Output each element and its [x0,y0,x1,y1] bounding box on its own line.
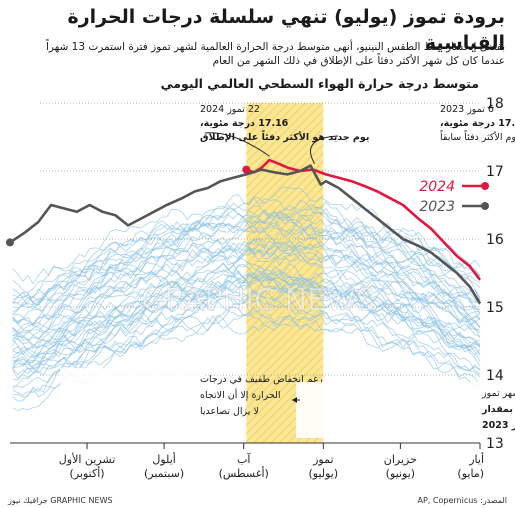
historical-series-line [12,232,481,327]
historical-series-line [12,283,481,360]
historical-series-line [12,209,481,322]
annotation-dip-box [60,368,205,432]
annotation-avg-line-2: 16.91 درجة مئوية، أي أقل بمقدار [481,402,515,415]
x-tick-label: أيار [468,452,484,466]
historical-series-line [12,249,481,357]
annotation-2024-value: 17.16 درجة مئوية، [200,118,289,129]
historical-series-line [12,306,481,396]
series-line-2023 [9,164,482,305]
annotation-2023-note: وهو اليوم الأكثر دفئاً سابقاً [440,130,515,143]
x-tick-label: (يونيو) [386,467,415,480]
historical-series-line [12,310,481,398]
series-end-dot-2024 [242,165,251,174]
annotation-2024-note: يوم جديد هو الأكثر دفئاً على الإطلاق [200,130,369,143]
annotation-2024-date: 22 تموز 2024 [200,104,260,115]
historical-series-line [12,233,481,335]
historical-series-line [12,212,481,309]
x-tick-label: آب [237,452,251,466]
historical-series-line [12,262,481,355]
x-tick-label: (يوليو) [308,467,338,480]
x-tick-label: أيلول [152,452,175,466]
annotation-avg-box [296,382,486,438]
annotation-avg-line-1: في المتوسط، بلغ شهر تموز [481,388,515,399]
historical-series-line [12,281,481,369]
historical-series-line [12,209,481,310]
y-tick-label: 13 [486,436,504,452]
historical-series-line [12,271,481,370]
x-tick-label: تشرين الأول [59,452,116,466]
y-tick-label: 15 [486,300,504,316]
footer-source: المصدر: AP, Copernicus [417,496,507,505]
historical-series-group [12,186,481,412]
historical-series-line [12,236,481,325]
historical-series-line [12,276,481,364]
historical-series-line [12,211,481,313]
legend-label-2024: 2024 [419,179,455,195]
legend-dot-2023 [481,202,489,210]
historical-series-line [12,240,481,334]
chart-title: برودة تموز (يوليو) تنهي سلسلة درجات الحر… [67,6,505,54]
annotation-dip-line-3: لا يزال تصاعديا [200,406,259,417]
chart-heading: متوسط درجة حرارة الهواء السطحي العالمي ا… [160,76,479,91]
annotation-dip-line-2: الحرارة إلا أن الاتجاه [200,388,281,401]
historical-series-line [12,204,481,306]
y-tick-label: 18 [486,96,504,112]
y-tick-label: 14 [486,368,504,384]
x-tick-label: (أغسطس) [219,466,269,480]
y-tick-label: 16 [486,232,504,248]
historical-series-line [12,265,481,362]
annotation-2023-value: 17.08 درجة مئوية، [440,118,515,129]
annotation-dip-line-1: رغم انخفاض طفيف في درجات [200,374,323,385]
historical-series-line [12,209,481,304]
chart-subtitle: بفضل انحسار نمط الطقس النينيو، أنهى متوس… [10,40,505,68]
annotation-2023-date: 6 تموز 2023 [440,104,494,115]
historical-series-line [12,186,481,285]
legend-dot-2024 [481,182,489,190]
x-tick-label: تموز [312,453,333,466]
historical-series-line [12,275,481,381]
x-tick-label: (سبتمبر) [144,467,184,480]
x-tick-label: (أكتوبر) [70,466,105,480]
subtitle-line-2: عندما كان كل شهر الأكثر دفئاً على الإطلا… [212,55,505,67]
historical-series-line [12,250,481,341]
y-tick-label: 17 [486,164,504,180]
historical-series-line [12,272,481,370]
annotation-2024-arrow [204,132,270,157]
historical-series-line [12,306,481,388]
annotation-avg-line-3: 0.04 درجة مئوية عن متوسط تموز 2023 [482,420,515,431]
footer-credit: جرافيك نيوز GRAPHIC NEWS [8,496,113,505]
subtitle-line-1: بفضل انحسار نمط الطقس النينيو، أنهى متوس… [45,41,505,53]
x-tick-label: حزيران [384,453,417,466]
historical-series-line [12,220,480,330]
historical-series-line [12,262,481,348]
series-end-dot-2023 [6,238,14,247]
annotation-2023-arrow [310,135,339,164]
x-tick-label: (مايو) [457,467,484,480]
watermark-text: GRAPHIC NEWS [141,283,374,318]
historical-series-line [12,263,481,349]
annotation-avg-arrowhead [292,397,297,403]
historical-series-line [12,296,481,389]
historical-series-line [12,208,481,305]
legend-label-2023: 2023 [419,199,455,215]
historical-series-line [12,199,481,300]
series-line-2024 [245,158,482,281]
